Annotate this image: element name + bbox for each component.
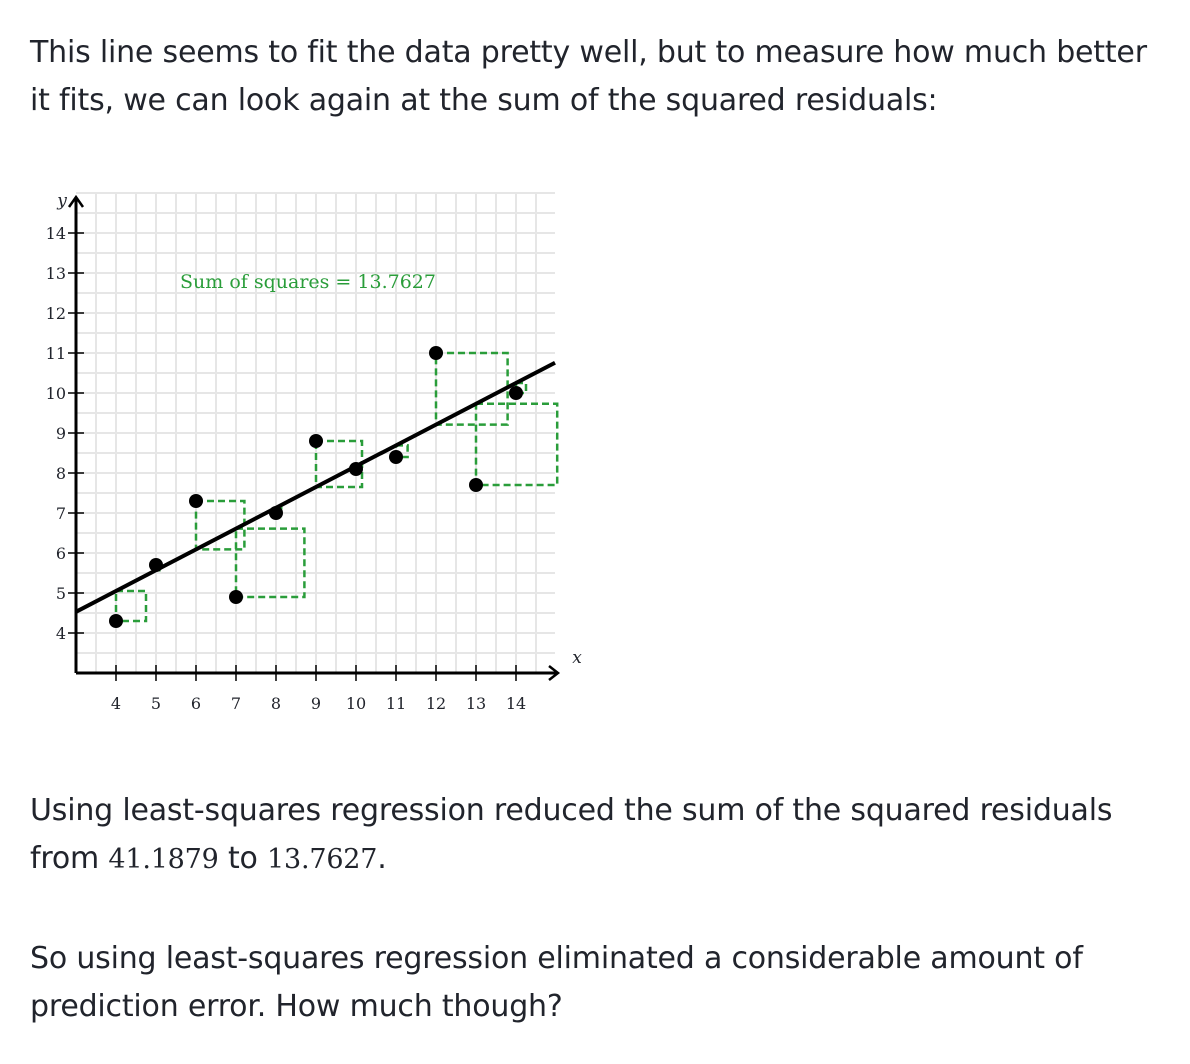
residual-square (114, 589, 148, 623)
residual-square (474, 402, 559, 487)
tick-labels: 4 5 6 7 8 9 10 11 12 13 14 4 5 6 7 8 9 10 11 12 13 14 x y (46, 191, 583, 713)
x-tick-label: 14 (506, 694, 526, 713)
y-tick-label: 5 (56, 584, 66, 603)
residual-square (394, 444, 409, 459)
y-tick-label: 7 (56, 504, 66, 523)
residual-square (434, 351, 509, 426)
x-tick-label: 5 (151, 694, 161, 713)
x-tick-label: 6 (191, 694, 201, 713)
x-tick-label: 7 (231, 694, 241, 713)
data-point (469, 478, 483, 492)
axes (67, 194, 561, 681)
x-tick-label: 10 (346, 694, 366, 713)
x-tick-label: 9 (311, 694, 321, 713)
new-sum-value: 13.7627 (267, 844, 378, 875)
grid (76, 192, 555, 673)
data-point (309, 434, 323, 448)
y-tick-label: 8 (56, 464, 66, 483)
result-text-mid: to (218, 841, 268, 876)
sum-of-squares-annotation: Sum of squares = 13.7627 (180, 271, 436, 293)
y-tick-label: 6 (56, 544, 66, 563)
result-paragraph: Using least-squares regression reduced t… (30, 787, 1150, 884)
data-point (229, 590, 243, 604)
data-point (189, 494, 203, 508)
x-tick-label: 11 (386, 694, 406, 713)
data-point (149, 558, 163, 572)
residual-square (194, 499, 246, 551)
y-axis-arrow (67, 194, 85, 208)
data-point (349, 462, 363, 476)
data-points (109, 346, 523, 628)
y-tick-label: 10 (46, 384, 66, 403)
y-tick-label: 4 (56, 624, 66, 643)
y-tick-label: 14 (46, 224, 66, 243)
data-point (109, 614, 123, 628)
conclusion-paragraph: So using least-squares regression elimin… (30, 941, 1083, 1024)
result-text-end: . (377, 841, 387, 876)
data-point (269, 506, 283, 520)
x-axis-arrow (548, 665, 561, 681)
y-tick-label: 9 (56, 424, 66, 443)
residual-square (234, 527, 306, 599)
data-point (509, 386, 523, 400)
data-point (389, 450, 403, 464)
scatter-chart: 4 5 6 7 8 9 10 11 12 13 14 4 5 6 7 8 9 10 11 12 13 14 x y Sum o… (46, 191, 583, 713)
data-point (429, 346, 443, 360)
x-tick-label: 4 (111, 694, 121, 713)
x-axis-label: x (572, 648, 582, 668)
result-text-start: Using least-squares regression reduced t… (30, 793, 1113, 876)
y-tick-label: 11 (46, 344, 66, 363)
x-tick-label: 8 (271, 694, 281, 713)
intro-paragraph: This line seems to fit the data pretty w… (30, 35, 1147, 118)
old-sum-value: 41.1879 (108, 844, 219, 875)
y-axis-label: y (56, 191, 67, 211)
x-tick-label: 12 (426, 694, 446, 713)
y-tick-label: 12 (46, 304, 66, 323)
y-tick-label: 13 (46, 264, 66, 283)
x-tick-label: 13 (466, 694, 486, 713)
